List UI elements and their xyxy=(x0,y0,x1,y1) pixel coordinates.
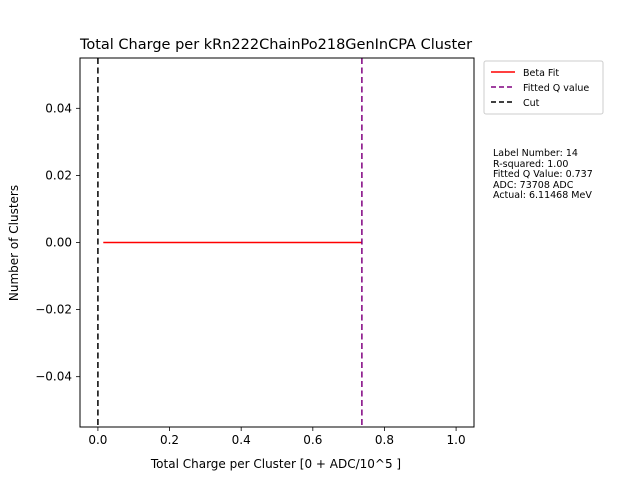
x-tick-label: 0.4 xyxy=(232,433,251,447)
plot-area: 0.0 0.2 0.4 0.6 0.8 1.0 −0.04 −0.02 0.00 0.02 0.04 xyxy=(35,57,475,447)
y-tick-label: 0.02 xyxy=(45,168,72,182)
info-fitted-q-value: Fitted Q Value: 0.737 xyxy=(493,169,593,181)
info-adc: ADC: 73708 ADC xyxy=(493,179,574,191)
x-tick-label: 0.2 xyxy=(160,433,179,447)
x-tick-label: 0.8 xyxy=(375,433,394,447)
info-actual-energy: Actual: 6.11468 MeV xyxy=(493,190,592,202)
x-tick-label: 0.6 xyxy=(303,433,322,447)
x-axis-label: Total Charge per Cluster [0 + ADC/10^5 ] xyxy=(150,457,401,471)
y-tick-label: 0.00 xyxy=(45,236,72,250)
y-tick-label: −0.04 xyxy=(35,370,72,384)
y-axis-label: Number of Clusters xyxy=(7,185,21,301)
fit-info-annotation: Label Number: 14 R-squared: 1.00 Fitted … xyxy=(493,148,593,202)
legend-label-fitted-q-value: Fitted Q value xyxy=(523,83,589,94)
info-r-squared: R-squared: 1.00 xyxy=(493,158,569,170)
legend-label-beta-fit: Beta Fit xyxy=(523,68,559,79)
x-tick-label: 0.0 xyxy=(88,433,107,447)
y-tick-label: −0.02 xyxy=(35,303,72,317)
y-tick-label: 0.04 xyxy=(45,101,72,115)
x-tick-label: 1.0 xyxy=(447,433,466,447)
legend-frame xyxy=(483,60,604,115)
legend: Beta Fit Fitted Q value Cut xyxy=(483,60,604,115)
chart-title: Total Charge per kRn222ChainPo218GenInCP… xyxy=(79,37,472,53)
legend-label-cut: Cut xyxy=(523,98,540,109)
info-label-number: Label Number: 14 xyxy=(493,148,578,159)
